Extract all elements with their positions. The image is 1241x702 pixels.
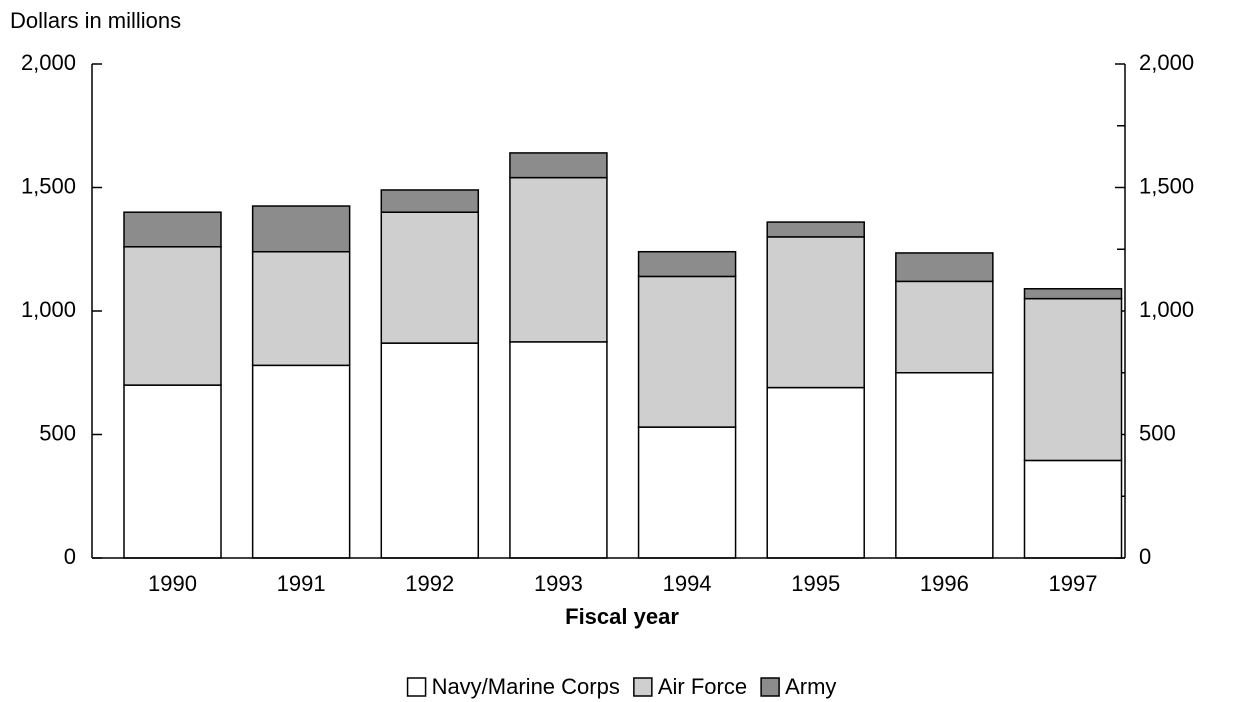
y-axis-label: Dollars in millions: [10, 8, 181, 33]
bar-segment: [380, 211, 480, 344]
bar-segment: [766, 236, 865, 389]
bar-segment: [251, 364, 351, 559]
x-tick-label: 1993: [534, 571, 583, 596]
legend-swatch: [760, 677, 780, 697]
y2-tick-label: 0: [1139, 544, 1151, 569]
bar-segment: [766, 221, 865, 238]
y2-tick-label: 1,500: [1139, 173, 1194, 198]
bar-segment: [123, 246, 222, 386]
bar-segment: [637, 426, 737, 559]
x-tick-label: 1990: [148, 571, 197, 596]
bar-segment: [380, 342, 480, 559]
bar-segment: [251, 205, 351, 253]
y2-tick-label: 1,000: [1139, 297, 1194, 322]
legend-swatch: [633, 677, 653, 697]
legend-swatch: [406, 677, 427, 697]
y2-tick-label: 500: [1139, 420, 1176, 445]
bar-segment: [1023, 297, 1123, 462]
y-tick-label: 1,500: [21, 173, 76, 198]
bar-segment: [895, 372, 994, 559]
y-tick-label: 2,000: [21, 50, 76, 75]
x-tick-label: 1996: [920, 571, 969, 596]
bar-segment: [509, 152, 608, 179]
x-tick-label: 1991: [277, 571, 326, 596]
bar-segment: [766, 386, 865, 559]
x-tick-label: 1995: [791, 571, 840, 596]
bar-segment: [1023, 288, 1123, 300]
bar-segment: [380, 189, 480, 213]
y-tick-label: 1,000: [21, 297, 76, 322]
bar-segment: [895, 280, 994, 374]
legend-label: Army: [785, 674, 836, 699]
bar-segment: [509, 176, 608, 343]
legend-label: Navy/Marine Corps: [432, 674, 620, 699]
y-tick-label: 0: [64, 544, 76, 569]
x-tick-label: 1994: [663, 571, 712, 596]
bar-segment: [123, 384, 222, 559]
x-axis-label: Fiscal year: [565, 604, 679, 629]
bar-segment: [509, 341, 608, 559]
bar-segment: [895, 252, 994, 283]
legend-label: Air Force: [658, 674, 747, 699]
bar-segment: [637, 250, 737, 278]
y-tick-label: 500: [39, 420, 76, 445]
bar-segment: [1023, 459, 1123, 559]
bar-segment: [637, 275, 737, 428]
x-tick-label: 1992: [405, 571, 454, 596]
y2-tick-label: 2,000: [1139, 50, 1194, 75]
bar-segment: [123, 211, 222, 248]
x-tick-label: 1997: [1049, 571, 1098, 596]
bar-segment: [251, 250, 351, 367]
